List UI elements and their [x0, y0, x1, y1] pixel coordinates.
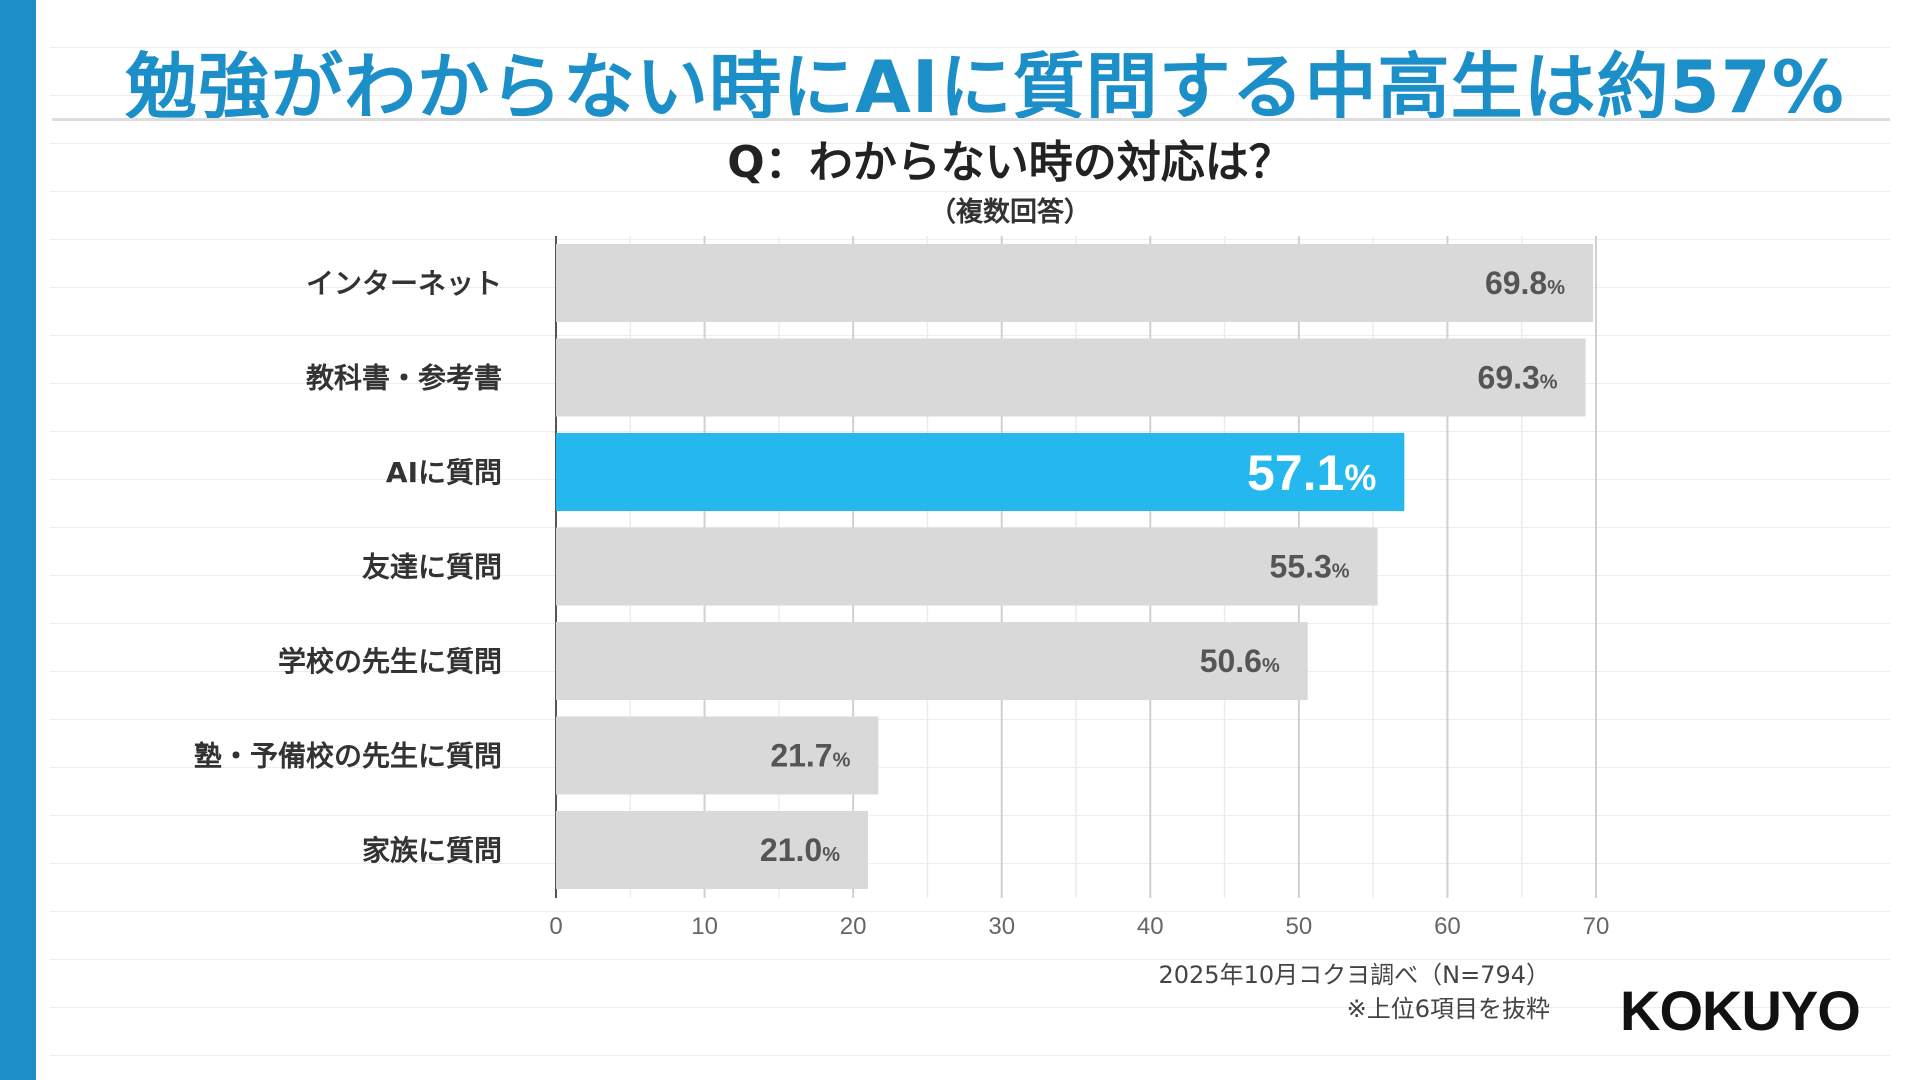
chart-subquestion: （複数回答） [929, 197, 1091, 228]
bar-2 [556, 433, 1405, 511]
value-label: 69.3% [1478, 360, 1558, 396]
x-tick-label: 50 [1286, 913, 1313, 940]
kokuyo-logo: KOKUYO [1620, 979, 1861, 1042]
value-label: 55.3% [1270, 549, 1350, 585]
value-label: 21.7% [770, 738, 850, 774]
value-label: 50.6% [1200, 643, 1280, 679]
value-label: 57.1% [1247, 445, 1376, 501]
bar-5 [556, 716, 879, 795]
category-label: インターネット [306, 267, 502, 300]
source-note: 2025年10月コクヨ調べ（N=794） ※上位6項目を抜粋 [1100, 958, 1551, 1026]
category-label: 友達に質問 [362, 551, 502, 584]
value-label: 69.8% [1485, 265, 1565, 301]
x-tick-label: 70 [1583, 913, 1610, 940]
x-tick-label: 0 [549, 913, 562, 940]
source-line-excerpt: ※上位6項目を抜粋 [1346, 995, 1550, 1023]
category-label: AIに質問 [386, 456, 502, 489]
category-label: 家族に質問 [362, 834, 502, 867]
chart-question: Q：わからない時の対応は？ [727, 137, 1293, 188]
source-line-survey: 2025年10月コクヨ調べ（N=794） [1158, 961, 1551, 989]
bar-6 [556, 811, 868, 889]
bar-4 [556, 622, 1308, 700]
bar-1 [556, 338, 1586, 417]
page-title: 勉強がわからない時にAIに質問する中高生は約57% [125, 45, 1845, 129]
title-divider [52, 118, 1890, 121]
x-tick-label: 60 [1434, 913, 1461, 940]
category-label: 学校の先生に質問 [278, 645, 502, 678]
bar-0 [556, 244, 1594, 322]
x-tick-label: 10 [691, 913, 718, 940]
category-label: 塾・予備校の先生に質問 [194, 740, 502, 773]
value-label: 21.0% [760, 832, 840, 868]
category-label: 教科書・参考書 [306, 362, 502, 395]
x-tick-label: 30 [988, 913, 1015, 940]
left-accent-stripe [0, 0, 36, 1080]
x-tick-label: 20 [840, 913, 867, 940]
x-tick-label: 40 [1137, 913, 1164, 940]
bar-3 [556, 527, 1378, 606]
